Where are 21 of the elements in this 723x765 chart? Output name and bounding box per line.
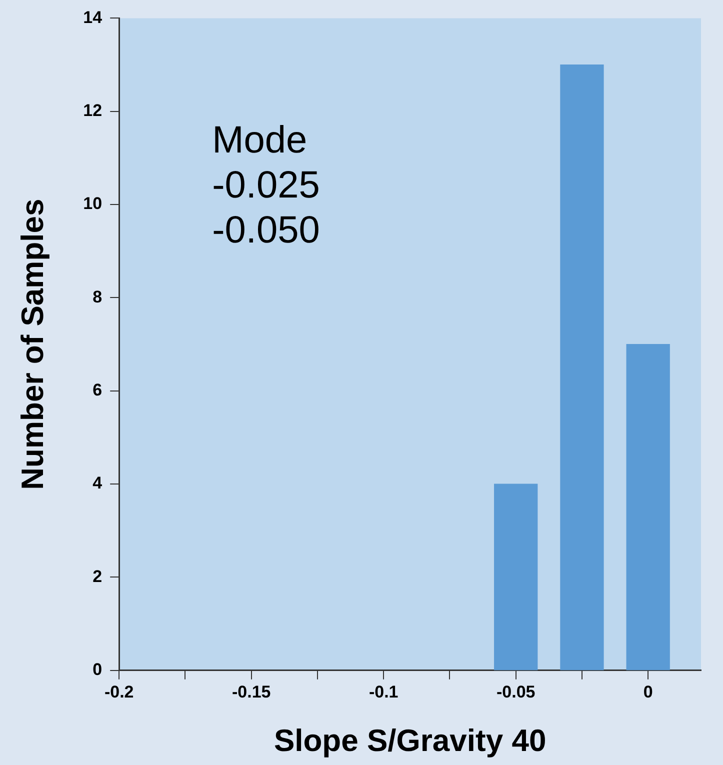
x-axis-title: Slope S/Gravity 40 [274, 722, 546, 758]
x-tick-label: -0.05 [496, 682, 536, 702]
y-tick-label: 0 [92, 660, 102, 680]
y-tick-label: 12 [83, 101, 102, 120]
y-tick-label: 14 [83, 8, 103, 27]
x-tick-label: -0.2 [104, 682, 134, 702]
x-tick-label: -0.15 [232, 682, 271, 702]
annotation: -0.025 [212, 164, 320, 207]
bar [626, 344, 670, 670]
annotation: -0.050 [212, 210, 320, 252]
x-tick-label: -0.1 [368, 682, 398, 702]
y-tick-label: 10 [83, 194, 102, 214]
bar [560, 64, 604, 670]
y-tick-label: 6 [92, 380, 102, 400]
y-tick-label: 2 [92, 566, 102, 586]
y-axis-title: Number of Samples [15, 198, 50, 490]
annotation: Mode [212, 120, 308, 162]
y-tick-label: 4 [92, 474, 103, 493]
y-tick-label: 8 [92, 287, 102, 306]
x-tick-label: 0 [643, 682, 653, 702]
bar [494, 484, 538, 670]
